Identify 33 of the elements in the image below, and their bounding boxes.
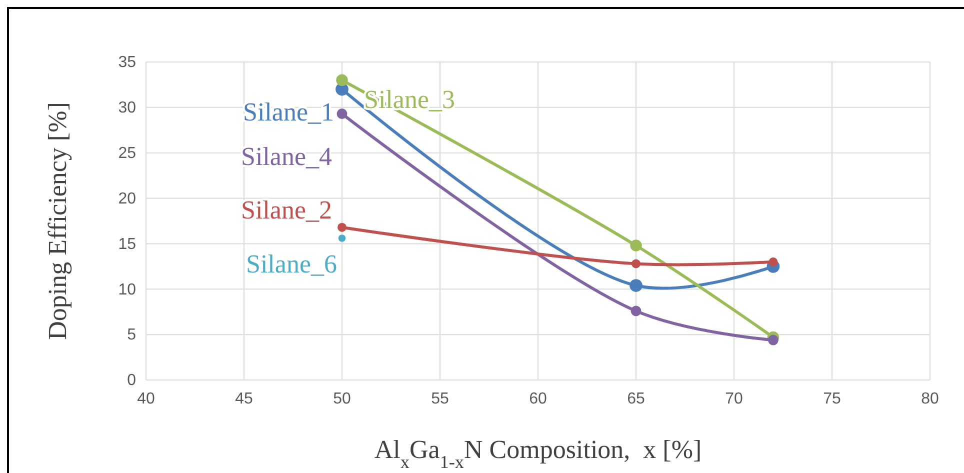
x-tick-label: 60 (529, 390, 547, 408)
x-tick-label: 65 (627, 390, 645, 408)
series-label: Silane_1 (243, 97, 334, 126)
series-label: Silane_4 (241, 142, 332, 171)
y-tick-label: 35 (118, 54, 136, 72)
point (338, 234, 346, 242)
x-tick-label: 70 (725, 390, 743, 408)
point (630, 306, 642, 316)
y-tick-label: 20 (118, 190, 136, 208)
series-label: Silane_6 (246, 249, 337, 278)
x-tick-label: 40 (137, 390, 155, 408)
y-tick-label: 30 (118, 100, 136, 117)
point (631, 259, 641, 268)
point (768, 257, 778, 266)
x-tick-label: 75 (823, 390, 841, 408)
y-tick-label: 25 (118, 144, 136, 162)
y-tick-label: 5 (127, 326, 136, 344)
point (336, 74, 348, 86)
y-axis-title: Doping Efficiency [%] (43, 102, 72, 340)
x-tick-label: 50 (333, 390, 351, 408)
x-axis-title: Al$_{x}$Ga$_{1-x}$N Composition, x [%] (374, 435, 702, 472)
x-tick-label: 45 (235, 390, 253, 408)
y-tick-label: 0 (127, 372, 136, 390)
y-tick-label: 10 (118, 281, 136, 298)
point (630, 279, 642, 292)
point (337, 222, 347, 232)
point (336, 108, 348, 120)
series-label: Silane_2 (241, 195, 332, 224)
x-tick-label: 80 (921, 390, 939, 408)
point (630, 240, 642, 252)
x-tick-label: 55 (431, 390, 449, 408)
y-tick-label: 15 (118, 236, 136, 253)
point (768, 334, 778, 346)
